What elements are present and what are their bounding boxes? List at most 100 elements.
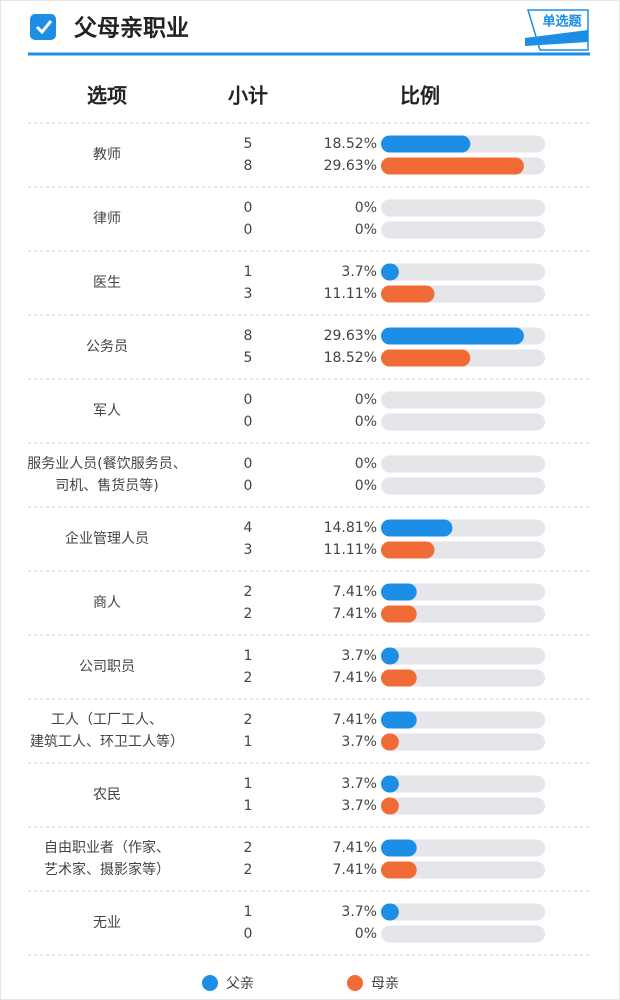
title: 父母亲职业: [74, 15, 189, 42]
column-header: 小计: [228, 84, 268, 108]
legend-swatch: [202, 975, 218, 991]
count: 8: [244, 328, 253, 344]
count: 1: [244, 798, 253, 814]
bar: [381, 903, 399, 921]
percent-label: 0%: [355, 222, 377, 238]
bar: [381, 797, 399, 815]
bar: [381, 775, 399, 793]
percent-label: 7.41%: [333, 670, 377, 686]
percent-label: 7.41%: [333, 584, 377, 600]
option-label: 建筑工人、环卫工人等）: [30, 733, 184, 750]
count: 1: [244, 904, 253, 920]
bar-track: [381, 583, 545, 601]
option-label: 艺术家、摄影家等）: [44, 861, 170, 878]
option-label: 企业管理人员: [65, 530, 149, 547]
bar: [381, 605, 417, 623]
percent-label: 7.41%: [333, 862, 377, 878]
percent-label: 3.7%: [341, 904, 377, 920]
bar-track: [381, 775, 545, 793]
count: 0: [244, 478, 253, 494]
option-label: 商人: [93, 595, 121, 611]
percent-label: 0%: [355, 200, 377, 216]
count: 3: [244, 286, 253, 302]
percent-label: 7.41%: [333, 606, 377, 622]
column-header: 比例: [400, 84, 440, 108]
bar: [381, 583, 417, 601]
bar: [381, 285, 435, 303]
percent-label: 0%: [355, 456, 377, 472]
percent-label: 29.63%: [324, 328, 377, 344]
option-label: 教师: [93, 147, 121, 163]
count: 5: [244, 350, 253, 366]
option-label: 医生: [93, 275, 121, 291]
bar: [381, 541, 435, 559]
count: 2: [244, 862, 253, 878]
option-label: 工人（工厂工人、: [51, 712, 163, 728]
count: 2: [244, 606, 253, 622]
percent-label: 0%: [355, 478, 377, 494]
option-label: 公司职员: [79, 659, 135, 675]
percent-label: 18.52%: [324, 136, 377, 152]
bar: [381, 733, 399, 751]
bar-track: [381, 391, 545, 409]
option-label: 公务员: [86, 339, 128, 355]
bar-track: [381, 647, 545, 665]
option-label: 服务业人员(餐饮服务员、: [27, 456, 186, 472]
bar-track: [381, 861, 545, 879]
bar-track: [381, 839, 545, 857]
bar: [381, 711, 417, 729]
count: 0: [244, 926, 253, 942]
option-label: 自由职业者（作家、: [44, 839, 170, 856]
bar-track: [381, 925, 545, 943]
legend-label: 父亲: [226, 976, 254, 992]
percent-label: 3.7%: [341, 264, 377, 280]
option-label: 无业: [93, 915, 121, 931]
percent-label: 3.7%: [341, 776, 377, 792]
bar-track: [381, 669, 545, 687]
pen: [525, 30, 588, 46]
count: 0: [244, 456, 253, 472]
count: 0: [244, 222, 253, 238]
bar-track: [381, 733, 545, 751]
count: 1: [244, 264, 253, 280]
option-label: 军人: [93, 403, 121, 419]
percent-label: 0%: [355, 414, 377, 430]
bar: [381, 157, 524, 175]
percent-label: 3.7%: [341, 648, 377, 664]
bar: [381, 349, 471, 367]
bar-track: [381, 477, 545, 495]
count: 1: [244, 776, 253, 792]
bar-track: [381, 711, 545, 729]
badge: 单选题: [542, 14, 582, 30]
bar-track: [381, 199, 545, 217]
percent-label: 7.41%: [333, 712, 377, 728]
bar: [381, 669, 417, 687]
option-label: 司机、售货员等): [55, 477, 158, 494]
percent-label: 3.7%: [341, 798, 377, 814]
check-icon: [30, 14, 56, 40]
percent-label: 11.11%: [324, 286, 377, 302]
bar: [381, 861, 417, 879]
count: 0: [244, 200, 253, 216]
legend-label: 母亲: [371, 976, 399, 992]
percent-label: 14.81%: [324, 520, 377, 536]
count: 4: [244, 520, 253, 536]
bar: [381, 647, 399, 665]
count: 2: [244, 840, 253, 856]
bar-track: [381, 903, 545, 921]
count: 5: [244, 136, 253, 152]
count: 1: [244, 648, 253, 664]
bar-track: [381, 413, 545, 431]
percent-label: 29.63%: [324, 158, 377, 174]
percent-label: 11.11%: [324, 542, 377, 558]
count: 0: [244, 414, 253, 430]
check-mark: [35, 20, 53, 35]
bar-track: [381, 263, 545, 281]
count: 2: [244, 584, 253, 600]
bar: [381, 263, 399, 281]
bar-track: [381, 605, 545, 623]
bar-track: [381, 221, 545, 239]
count: 2: [244, 712, 253, 728]
count: 8: [244, 158, 253, 174]
